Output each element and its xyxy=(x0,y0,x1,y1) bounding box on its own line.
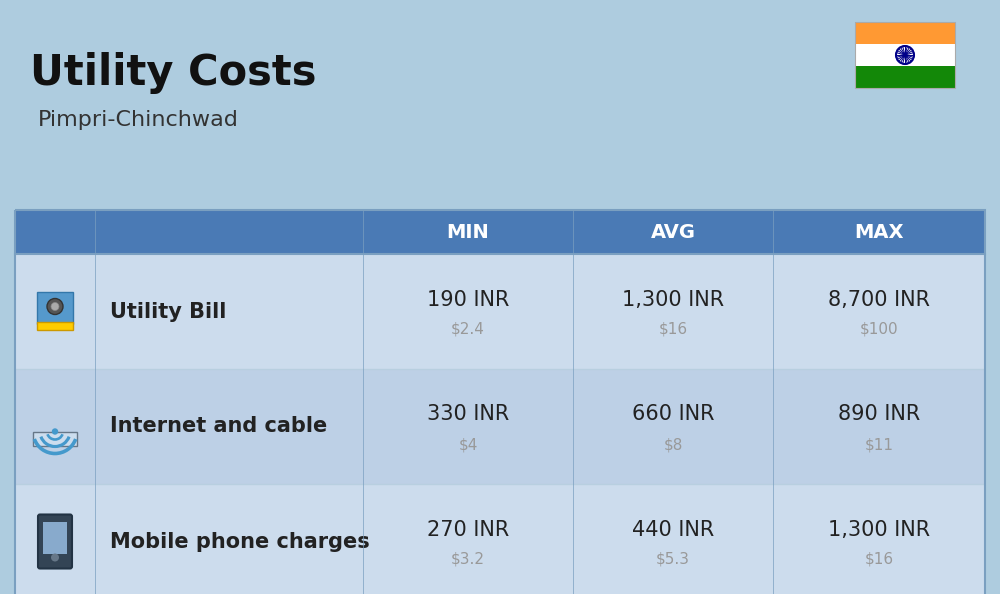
Bar xyxy=(95,484,363,594)
Text: $4: $4 xyxy=(458,437,478,452)
Bar xyxy=(15,210,985,594)
Text: 270 INR: 270 INR xyxy=(427,520,509,539)
FancyBboxPatch shape xyxy=(38,514,72,568)
Bar xyxy=(95,254,363,369)
Bar xyxy=(95,369,363,484)
Bar xyxy=(15,254,95,369)
Bar xyxy=(773,254,985,369)
Bar xyxy=(855,44,955,66)
Bar xyxy=(773,484,985,594)
Bar xyxy=(855,22,955,88)
Bar xyxy=(573,210,773,254)
Text: MAX: MAX xyxy=(854,223,904,242)
Text: 660 INR: 660 INR xyxy=(632,405,714,425)
Bar xyxy=(15,484,95,594)
Circle shape xyxy=(51,302,59,311)
Text: Internet and cable: Internet and cable xyxy=(110,416,327,437)
Bar xyxy=(15,210,95,254)
Text: Mobile phone charges: Mobile phone charges xyxy=(110,532,370,551)
Bar xyxy=(37,292,73,324)
Bar xyxy=(573,254,773,369)
Bar xyxy=(15,369,95,484)
Text: $2.4: $2.4 xyxy=(451,322,485,337)
Circle shape xyxy=(52,429,58,434)
Text: $11: $11 xyxy=(864,437,894,452)
Bar xyxy=(37,321,73,330)
Text: 1,300 INR: 1,300 INR xyxy=(828,520,930,539)
Text: Utility Bill: Utility Bill xyxy=(110,302,226,321)
Text: $5.3: $5.3 xyxy=(656,552,690,567)
Bar xyxy=(855,66,955,88)
Text: 8,700 INR: 8,700 INR xyxy=(828,289,930,309)
Bar xyxy=(363,484,573,594)
Text: $16: $16 xyxy=(864,552,894,567)
Text: $16: $16 xyxy=(658,322,688,337)
Bar xyxy=(573,369,773,484)
Circle shape xyxy=(51,554,59,561)
Bar xyxy=(95,210,363,254)
Bar xyxy=(363,254,573,369)
Text: Utility Costs: Utility Costs xyxy=(30,52,316,94)
Text: 890 INR: 890 INR xyxy=(838,405,920,425)
Text: $100: $100 xyxy=(860,322,898,337)
Bar xyxy=(43,522,67,554)
Text: Pimpri-Chinchwad: Pimpri-Chinchwad xyxy=(38,110,239,130)
Circle shape xyxy=(904,54,906,56)
Text: $3.2: $3.2 xyxy=(451,552,485,567)
Text: 1,300 INR: 1,300 INR xyxy=(622,289,724,309)
Text: 190 INR: 190 INR xyxy=(427,289,509,309)
Text: AVG: AVG xyxy=(650,223,696,242)
Bar xyxy=(363,210,573,254)
Bar xyxy=(773,369,985,484)
Bar xyxy=(33,431,77,446)
Circle shape xyxy=(47,299,63,314)
Text: $8: $8 xyxy=(663,437,683,452)
Bar xyxy=(573,484,773,594)
Text: MIN: MIN xyxy=(447,223,489,242)
Bar xyxy=(855,22,955,44)
Bar xyxy=(773,210,985,254)
Bar xyxy=(363,369,573,484)
Text: 440 INR: 440 INR xyxy=(632,520,714,539)
Text: 330 INR: 330 INR xyxy=(427,405,509,425)
